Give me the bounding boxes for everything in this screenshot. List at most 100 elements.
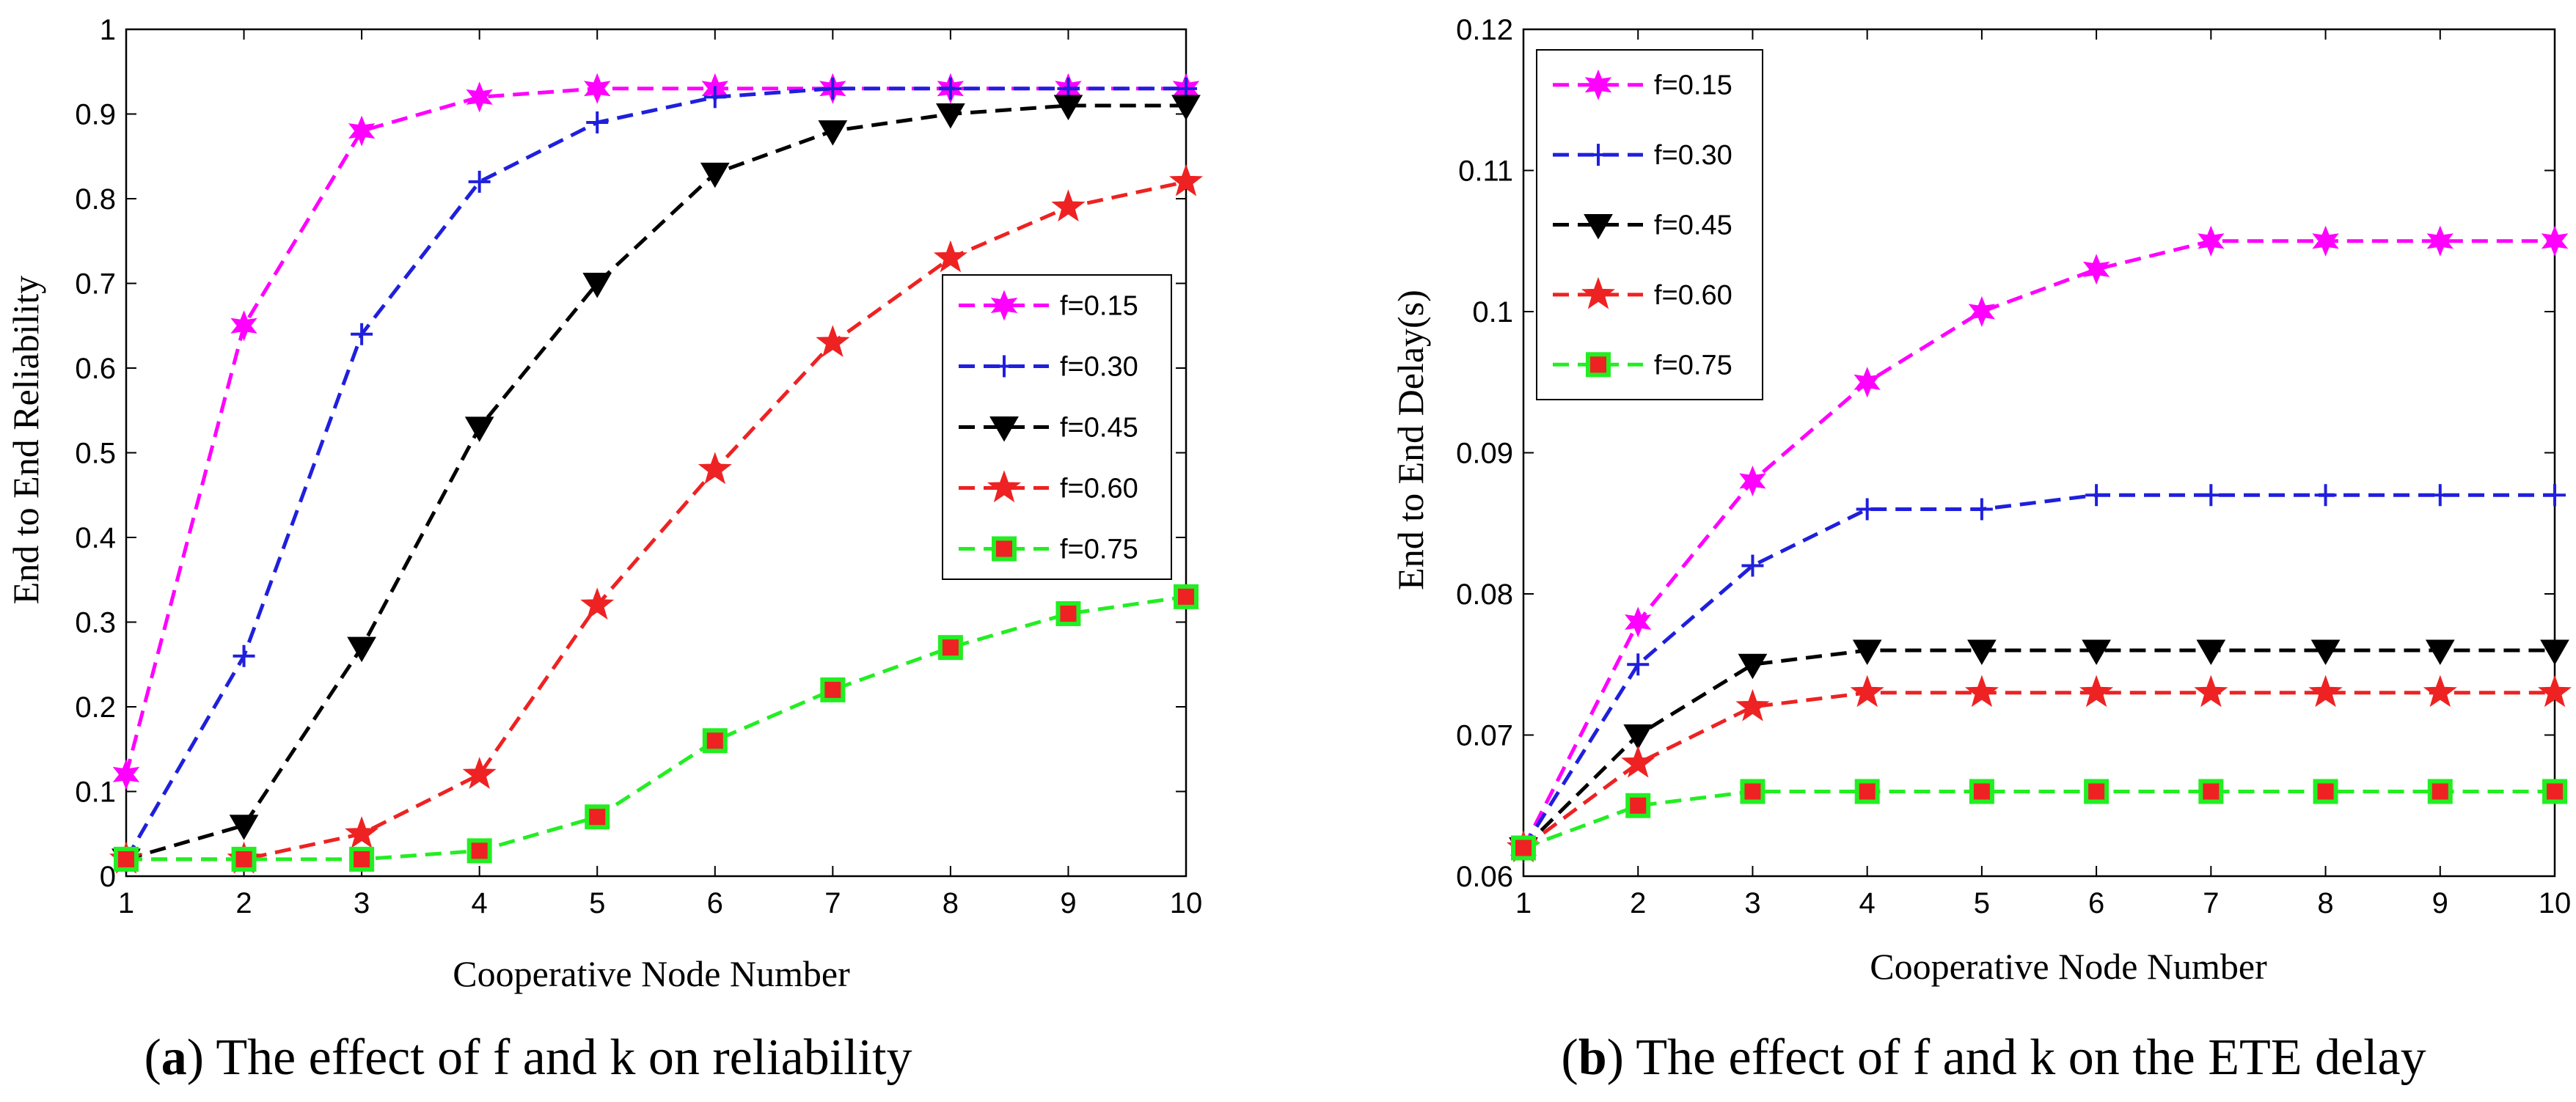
- panel-a-data-point: [1053, 95, 1083, 120]
- panel-a-legend-label: f=0.30: [1060, 352, 1138, 383]
- panel-a-legend-entry: f=0.75: [959, 535, 1138, 565]
- panel-b-data-point: [1627, 653, 1650, 676]
- panel-b-data-point: [2198, 779, 2224, 804]
- panel-a-data-point: [112, 759, 140, 790]
- panel-a-legend: f=0.15 f=0.30 f=0.45 f=0.60 f=0.75: [942, 274, 1172, 580]
- panel-b-data-point: [2429, 484, 2451, 507]
- panel-b-legend-entry: f=0.30: [1553, 140, 1732, 171]
- panel-a-data-point: [582, 273, 612, 298]
- panel-b-data-point: [2308, 675, 2343, 708]
- panel-b-delay: End to End Delay(s) Cooperative Node Num…: [1390, 14, 2572, 1086]
- panel-a-data-point: [939, 77, 962, 100]
- panel-b-series-line: [1522, 648, 2555, 850]
- panel-b-data-point: [1740, 779, 1765, 804]
- panel-b-series-075: [1511, 779, 2567, 861]
- panel-b-x-tick-label: 10: [2539, 887, 2572, 919]
- panel-b-data-point: [2196, 639, 2226, 666]
- panel-b-data-point: [2082, 254, 2110, 285]
- panel-a-series-line: [125, 103, 1186, 862]
- panel-b-data-point: [1621, 745, 1655, 778]
- panel-b-x-tick-label: 4: [1859, 887, 1876, 919]
- panel-b-legend-label: f=0.15: [1654, 70, 1732, 101]
- panel-b-data-point: [2312, 225, 2339, 257]
- panel-b-legend-swatch-marker: [1584, 214, 1613, 240]
- panel-a-ylabel: End to End Reliability: [5, 276, 46, 605]
- panel-b-data-point: [2542, 779, 2567, 804]
- panel-b-data-point: [1625, 793, 1651, 818]
- panel-a-data-point: [231, 846, 257, 872]
- panel-b-legend-entry: f=0.60: [1553, 276, 1732, 311]
- panel-a-data-point: [933, 240, 967, 273]
- panel-a-series-line: [126, 180, 1187, 862]
- panel-a-data-point: [820, 677, 846, 702]
- panel-a-legend-label: f=0.75: [1060, 535, 1138, 565]
- panel-b-data-point: [1511, 835, 1536, 861]
- panel-a-y-tick-label: 0.3: [75, 607, 116, 639]
- panel-b-series-015: [1510, 225, 2569, 864]
- panel-b-data-point: [2537, 675, 2572, 708]
- panel-a-x-tick-label: 3: [354, 887, 370, 919]
- panel-a-data-point: [937, 635, 963, 661]
- panel-a-data-point: [1051, 189, 1086, 222]
- panel-b-data-point: [1738, 653, 1768, 680]
- panel-a-legend-swatch-marker: [989, 416, 1019, 442]
- panel-b-data-point: [2082, 639, 2111, 666]
- panel-b-x-tick-label: 1: [1515, 887, 1532, 919]
- panel-a-x-tick-label: 10: [1170, 887, 1203, 919]
- panel-b-data-point: [2544, 484, 2566, 507]
- panel-b-x-tick-label: 2: [1630, 887, 1646, 919]
- panel-a-legend-label: f=0.60: [1060, 474, 1138, 504]
- panel-b-caption-letter: b: [1578, 1029, 1607, 1086]
- panel-a-data-point: [468, 170, 491, 193]
- panel-b-data-point: [2314, 484, 2337, 507]
- panel-a-data-point: [936, 103, 965, 129]
- panel-a-data-point: [585, 804, 610, 830]
- panel-b-xlabel: Cooperative Node Number: [1870, 946, 2267, 987]
- panel-b-x-tick-label: 5: [1974, 887, 1990, 919]
- panel-a-legend-entry: f=0.30: [959, 352, 1138, 383]
- panel-b-series-line: [1523, 790, 2555, 850]
- panel-b-y-tick-label: 0.07: [1456, 720, 1513, 752]
- panel-a-series-line: [124, 87, 1186, 861]
- panel-a-legend-swatch-marker: [993, 355, 1015, 378]
- panel-b-legend-label: f=0.60: [1654, 280, 1732, 311]
- panel-a-data-point: [818, 120, 848, 146]
- panel-b-legend-label: f=0.45: [1654, 210, 1732, 241]
- panel-b-caption-text: The effect of f and k on the ETE delay: [1636, 1029, 2426, 1086]
- panel-b-ylabel: End to End Delay(s): [1390, 290, 1431, 590]
- panel-b-y-tick-label: 0.06: [1456, 861, 1513, 893]
- panel-b-series-line: [1521, 493, 2555, 849]
- panel-b-y-tick-label: 0.11: [1458, 155, 1513, 188]
- panel-a-y-tick-label: 0.4: [75, 522, 116, 554]
- panel-b-data-point: [2085, 484, 2108, 507]
- panel-a-caption: (a) The effect of f and k on reliability: [144, 1029, 912, 1086]
- panel-b-x-tick-label: 9: [2432, 887, 2448, 919]
- panel-a-series-line: [126, 595, 1187, 862]
- panel-b-axes: 1 2 3 4 5 6 7 8 9 10 0.06 0.07 0.08 0.09 0.1 0.11 0.12: [1456, 14, 2571, 919]
- panel-a-y-tick-label: 0: [100, 861, 116, 893]
- panel-a-y-tick-label: 0.5: [75, 438, 116, 470]
- panel-b-data-point: [2310, 639, 2341, 666]
- panel-a-reliability: End to End Reliability Cooperative Node …: [5, 14, 1203, 1086]
- panel-a-data-point: [348, 115, 376, 147]
- panel-b-legend-box: [1536, 49, 1763, 400]
- panel-b-series-line: [1522, 691, 2555, 850]
- panel-b-data-point: [2425, 639, 2455, 666]
- panel-a-legend-swatch-marker: [987, 470, 1021, 503]
- panel-a-x-tick-label: 1: [118, 887, 134, 919]
- panel-b-legend-swatch-marker: [1587, 144, 1609, 166]
- panel-b-y-tick-label: 0.1: [1472, 296, 1513, 328]
- panel-a-data-point: [229, 815, 259, 840]
- panel-b-data-point: [2540, 639, 2569, 666]
- panel-a-y-tick-label: 0.2: [75, 691, 116, 724]
- panel-a-data-point: [698, 452, 732, 485]
- panel-a-x-tick-label: 7: [824, 887, 841, 919]
- panel-a-y-tick-label: 0.6: [75, 353, 116, 385]
- panel-b-data-point: [2427, 779, 2453, 804]
- panel-b-data-point: [2200, 484, 2222, 507]
- panel-b-data-point: [2079, 675, 2114, 708]
- panel-a-y-tick-label: 0.7: [75, 268, 116, 301]
- panel-a-legend-swatch-marker: [992, 536, 1017, 562]
- panel-b-data-point: [1854, 367, 1881, 398]
- panel-b-legend: f=0.15 f=0.30 f=0.45 f=0.60 f=0.75: [1536, 49, 1763, 400]
